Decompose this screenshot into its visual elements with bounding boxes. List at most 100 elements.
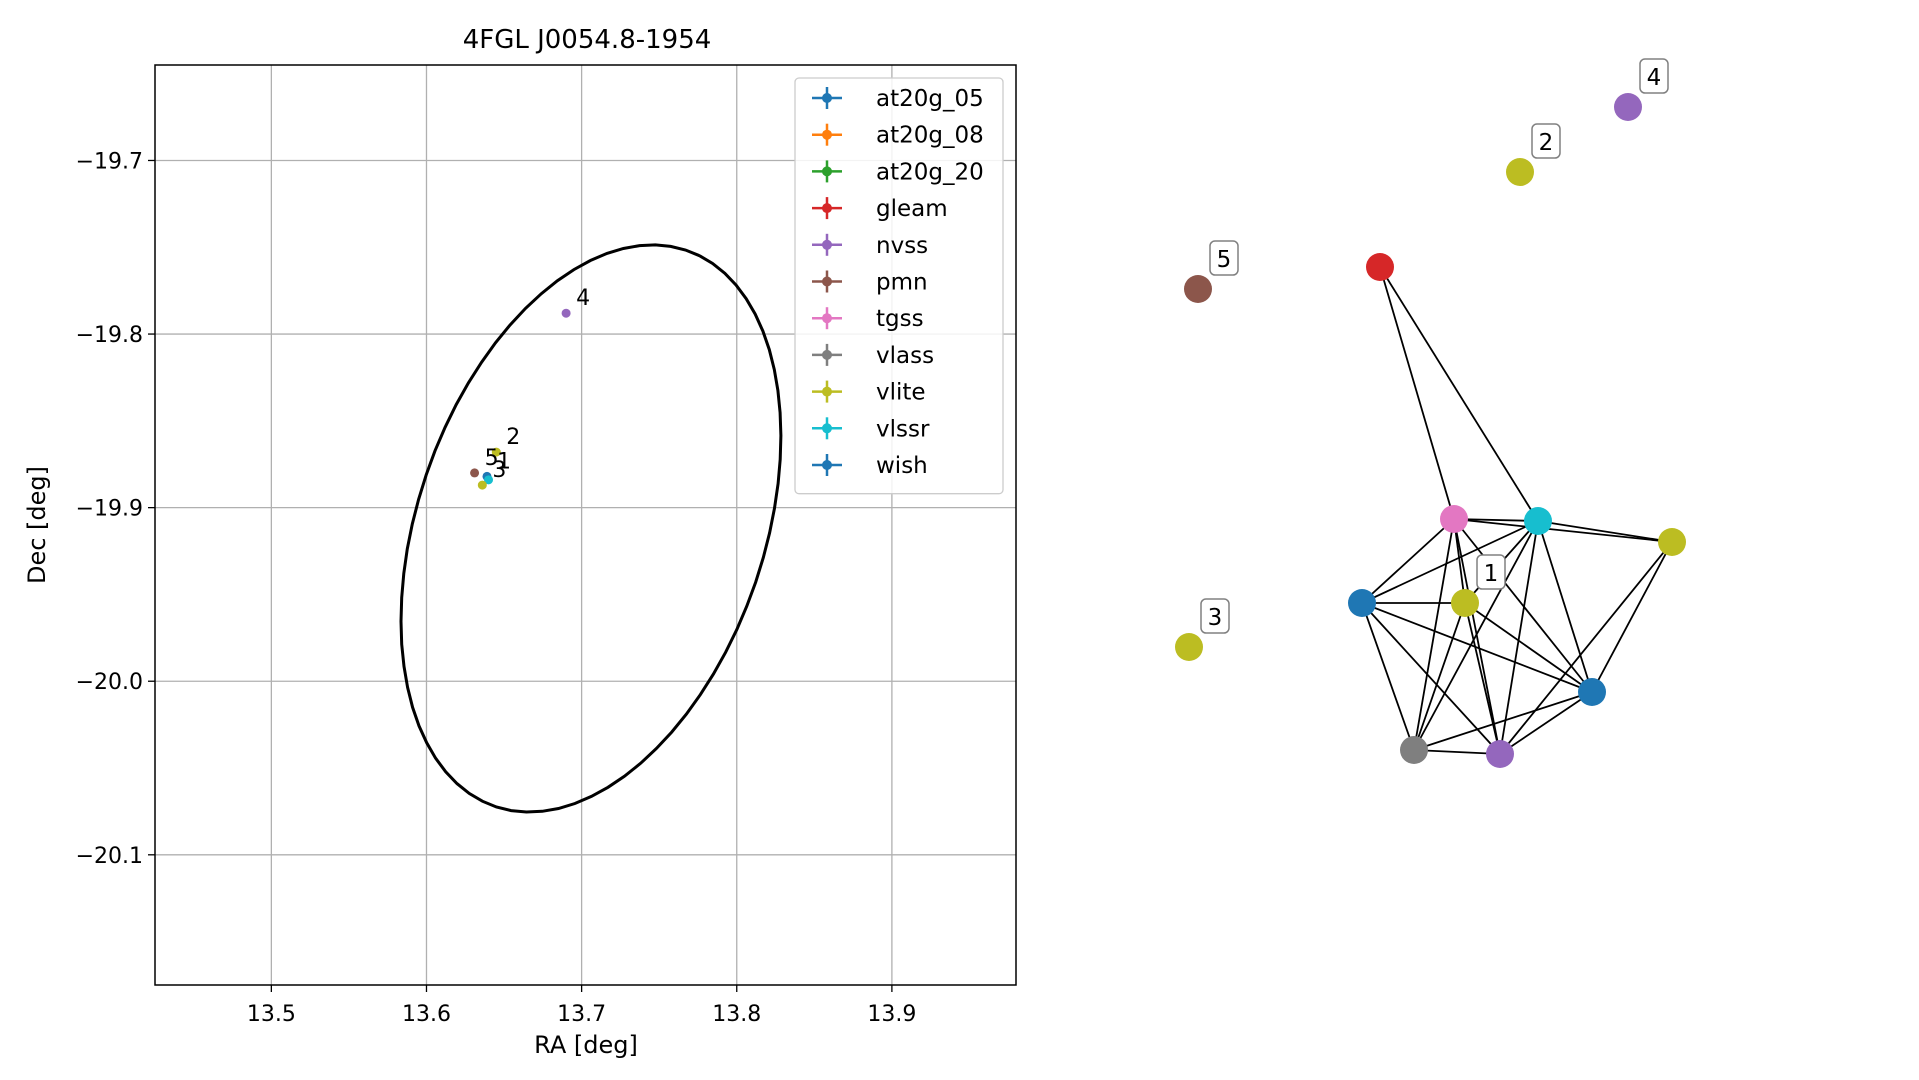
network-node — [1506, 158, 1534, 186]
x-tick-label: 13.9 — [867, 1002, 916, 1027]
y-tick-label: −20.0 — [76, 670, 143, 695]
network-node — [1440, 505, 1468, 533]
node-label: 4 — [1647, 65, 1662, 91]
y-tick-label: −19.8 — [76, 323, 143, 348]
node-label: 1 — [1484, 561, 1499, 587]
network-edge — [1499, 541, 1673, 755]
legend-marker-dot — [822, 239, 832, 250]
network-edge — [1453, 518, 1593, 693]
network-panel: 1 5 3 2 4 — [1175, 58, 1686, 768]
legend-entry: tgss — [812, 306, 924, 332]
legend-marker-dot — [822, 313, 832, 324]
network-edge — [1379, 266, 1539, 522]
network-node — [1614, 93, 1642, 121]
legend-label: nvss — [876, 233, 928, 259]
x-axis-label: RA [deg] — [534, 1031, 638, 1059]
chart-title: 4FGL J0054.8-1954 — [463, 25, 712, 55]
node-label-box — [1531, 123, 1561, 159]
legend-label: vlite — [876, 380, 926, 406]
legend-marker-dot — [822, 386, 832, 397]
legend-marker-dot — [822, 276, 832, 287]
legend-marker-dot — [822, 203, 832, 214]
network-edge — [1413, 691, 1593, 751]
legend-marker-dot — [822, 423, 832, 434]
ellipse-layer — [399, 243, 783, 814]
y-axis-label: Dec [deg] — [23, 466, 51, 584]
point-label: 3 — [492, 458, 506, 483]
network-edge — [1413, 602, 1466, 751]
network-node — [1184, 275, 1212, 303]
legend-entry: vlssr — [812, 416, 930, 442]
legend-entry: wish — [812, 453, 928, 479]
legend-entry: vlass — [812, 343, 934, 369]
legend-entry: pmn — [812, 270, 928, 296]
y-tick-label: −20.1 — [76, 844, 143, 869]
network-node — [1658, 528, 1686, 556]
network-edge — [1413, 520, 1539, 751]
legend-marker-dot — [822, 460, 832, 470]
y-tick-label: −19.9 — [76, 497, 143, 522]
network-edge — [1591, 541, 1673, 693]
network-node — [1524, 507, 1552, 535]
legend-marker-dot — [822, 93, 832, 103]
legend-marker-dot — [822, 129, 832, 140]
network-nodes: 1 5 3 2 4 — [1175, 58, 1686, 768]
network-node — [1578, 678, 1606, 706]
network-node — [1366, 253, 1394, 281]
network-edge — [1361, 602, 1501, 755]
legend-label: tgss — [876, 306, 924, 332]
legend-marker-dot — [822, 349, 832, 360]
network-edges — [1361, 266, 1673, 755]
legend-entry: at20g_20 — [812, 159, 984, 185]
network-edge — [1453, 518, 1539, 522]
network-edge — [1361, 520, 1539, 604]
x-tick-label: 13.8 — [712, 1002, 761, 1027]
network-edge — [1464, 602, 1593, 693]
network-edge — [1413, 749, 1501, 755]
y-tick-label: −19.7 — [76, 149, 143, 174]
legend-marker-dot — [822, 166, 832, 177]
x-tick-label: 13.5 — [247, 1002, 296, 1027]
legend-label: at20g_05 — [876, 86, 984, 112]
plot-frame — [154, 64, 1017, 986]
network-node — [1348, 589, 1376, 617]
legend-label: at20g_08 — [876, 123, 984, 149]
legend-label: pmn — [876, 270, 928, 296]
network-node — [1400, 736, 1428, 764]
node-label: 2 — [1539, 130, 1554, 156]
network-edge — [1453, 518, 1673, 543]
axis-ticks: 13.5 13.6 13.7 13.8 13.9 −19.7 −19.8 −19.9 −20.0… — [76, 149, 917, 1027]
network-edge — [1537, 520, 1593, 693]
legend-label: at20g_20 — [876, 159, 984, 185]
legend-label: wish — [876, 453, 928, 479]
network-edge — [1537, 520, 1673, 543]
point-label: 2 — [506, 425, 520, 450]
legend-label: vlass — [876, 343, 934, 369]
point-label: 5 — [485, 446, 499, 471]
node-label-box — [1639, 58, 1669, 94]
x-tick-label: 13.6 — [402, 1002, 451, 1027]
network-edge — [1361, 518, 1455, 604]
data-point — [561, 308, 571, 318]
data-point — [470, 468, 480, 478]
legend-entry: vlite — [812, 380, 926, 406]
localization-ellipse — [399, 243, 783, 814]
data-point — [484, 475, 494, 485]
network-edge — [1361, 602, 1415, 751]
network-edge — [1379, 266, 1455, 520]
legend-label: vlssr — [876, 416, 930, 442]
point-label: 1 — [497, 449, 511, 474]
network-edge — [1499, 691, 1593, 755]
grid-lines — [155, 65, 1016, 985]
legend-entry: nvss — [812, 233, 928, 259]
node-label: 5 — [1217, 247, 1232, 273]
network-edge — [1361, 602, 1593, 693]
network-node — [1486, 740, 1514, 768]
node-label: 3 — [1208, 605, 1223, 631]
x-tick-label: 13.7 — [557, 1002, 606, 1027]
legend-box — [794, 77, 1004, 495]
